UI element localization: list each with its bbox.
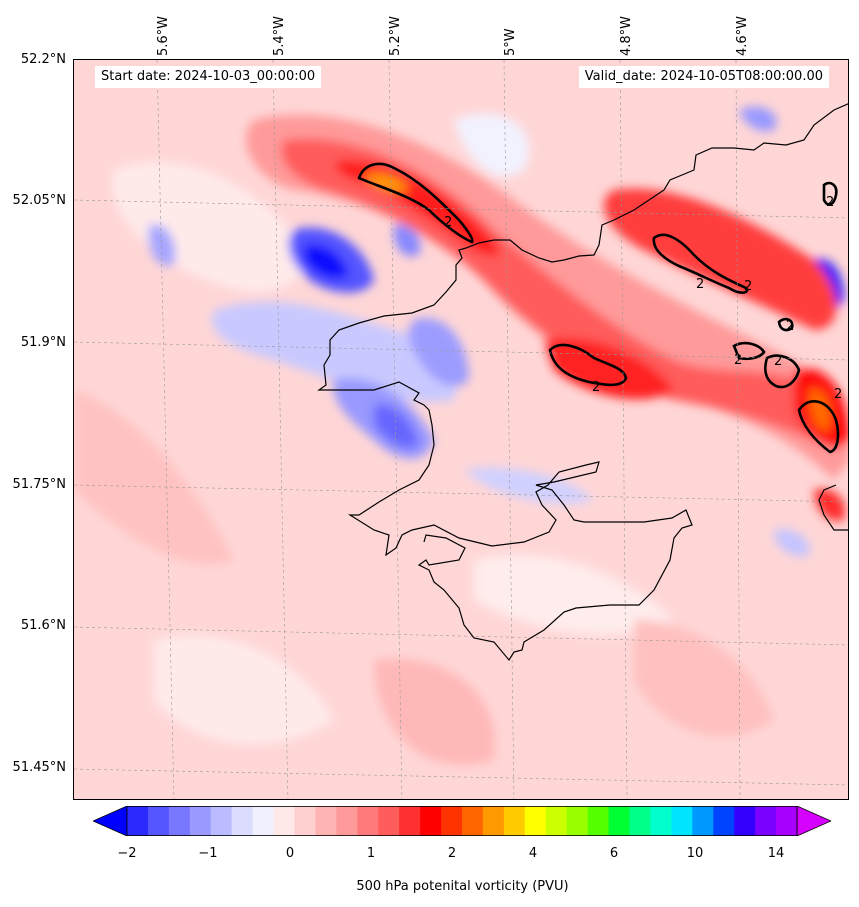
colorbar-segment [545,806,568,836]
colorbar-segment [189,806,212,836]
contour-label-9: 2 [826,195,834,210]
colorbar-tick-neg2: −2 [117,846,137,861]
colorbar-segment [629,806,651,836]
colorbar-tick-4: 4 [528,846,538,861]
colorbar-segment [294,806,316,836]
colorbar-tick-2: 2 [447,846,457,861]
colorbar-segment [776,806,798,836]
lat-label-51.6n: 51.6°N [20,618,66,633]
colorbar-segment [420,806,442,836]
lat-label-51.9n: 51.9°N [20,335,66,350]
colorbar-segment [127,806,149,836]
colorbar-title: 500 hPa potenital vorticity (PVU) [356,879,569,894]
pv-map-panel: 2 2 2 2 2 2 2 2 2 [73,59,849,800]
start-date-label: Start date: 2024-10-03_00:00:00 [95,66,322,88]
colorbar-segment [524,806,547,836]
lat-label-51.75n: 51.75°N [12,477,66,492]
lon-label-5.4w: 5.4°W [272,15,287,56]
colorbar-segment [210,806,233,836]
colorbar-segment [671,806,693,836]
colorbar-segment [650,806,672,836]
contour-label-4: 2 [592,380,600,395]
colorbar-tick-14: 14 [767,846,785,861]
colorbar-outline [126,806,798,836]
colorbar-segment [482,806,505,836]
colorbar-segment [462,806,484,836]
contour-label-3: 2 [744,279,752,294]
colorbar-segment [357,806,379,836]
colorbar-tick-6: 6 [609,846,619,861]
pv-field-plot: 2 2 2 2 2 2 2 2 2 [74,60,848,799]
colorbar-segment [231,806,254,836]
colorbar-segment [168,806,191,836]
colorbar-segment [315,806,337,836]
colorbar [93,806,831,836]
lat-label-52.05n: 52.05°N [12,193,66,208]
lon-label-5w: 5°W [503,28,518,56]
lon-label-5.6w: 5.6°W [156,15,171,56]
lon-label-4.6w: 4.6°W [735,15,750,56]
colorbar-segment [755,806,777,836]
colorbar-segment [399,806,421,836]
colorbar-segment [147,806,170,836]
pv-shading [74,106,848,766]
valid-date-label: Valid_date: 2024-10-05T08:00:00.00 [578,66,829,88]
colorbar-segment [692,806,714,836]
colorbar-segment [734,806,756,836]
contour-label-6: 2 [774,354,782,369]
pv-2-contour-labels: 2 2 2 2 2 2 2 2 2 [444,195,842,402]
colorbar-under-arrow [93,806,128,836]
contour-label-2: 2 [696,277,704,292]
lon-label-5.2w: 5.2°W [388,15,403,56]
colorbar-segment [566,806,589,836]
coastline [317,103,848,662]
colorbar-segment [252,806,275,836]
lat-label-52.2n: 52.2°N [20,52,66,67]
lat-label-51.45n: 51.45°N [12,760,66,775]
colorbar-tick-10: 10 [686,846,704,861]
colorbar-tick-0: 0 [285,846,295,861]
colorbar-tick-neg1: −1 [198,846,218,861]
lon-label-4.8w: 4.8°W [619,15,634,56]
colorbar-segment [441,806,463,836]
pv-2-contours [357,162,840,454]
colorbar-over-arrow [796,806,831,836]
colorbar-segment [587,806,610,836]
contour-label-7: 2 [786,319,794,334]
contour-label-1: 2 [444,215,452,230]
colorbar-segment [713,806,735,836]
colorbar-segment [503,806,526,836]
colorbar-tick-1: 1 [366,846,376,861]
colorbar-segment [273,806,295,836]
colorbar-segment [378,806,400,836]
colorbar-segment [336,806,358,836]
contour-label-8: 2 [834,387,842,402]
colorbar-segment [608,806,630,836]
contour-label-5: 2 [734,353,742,368]
